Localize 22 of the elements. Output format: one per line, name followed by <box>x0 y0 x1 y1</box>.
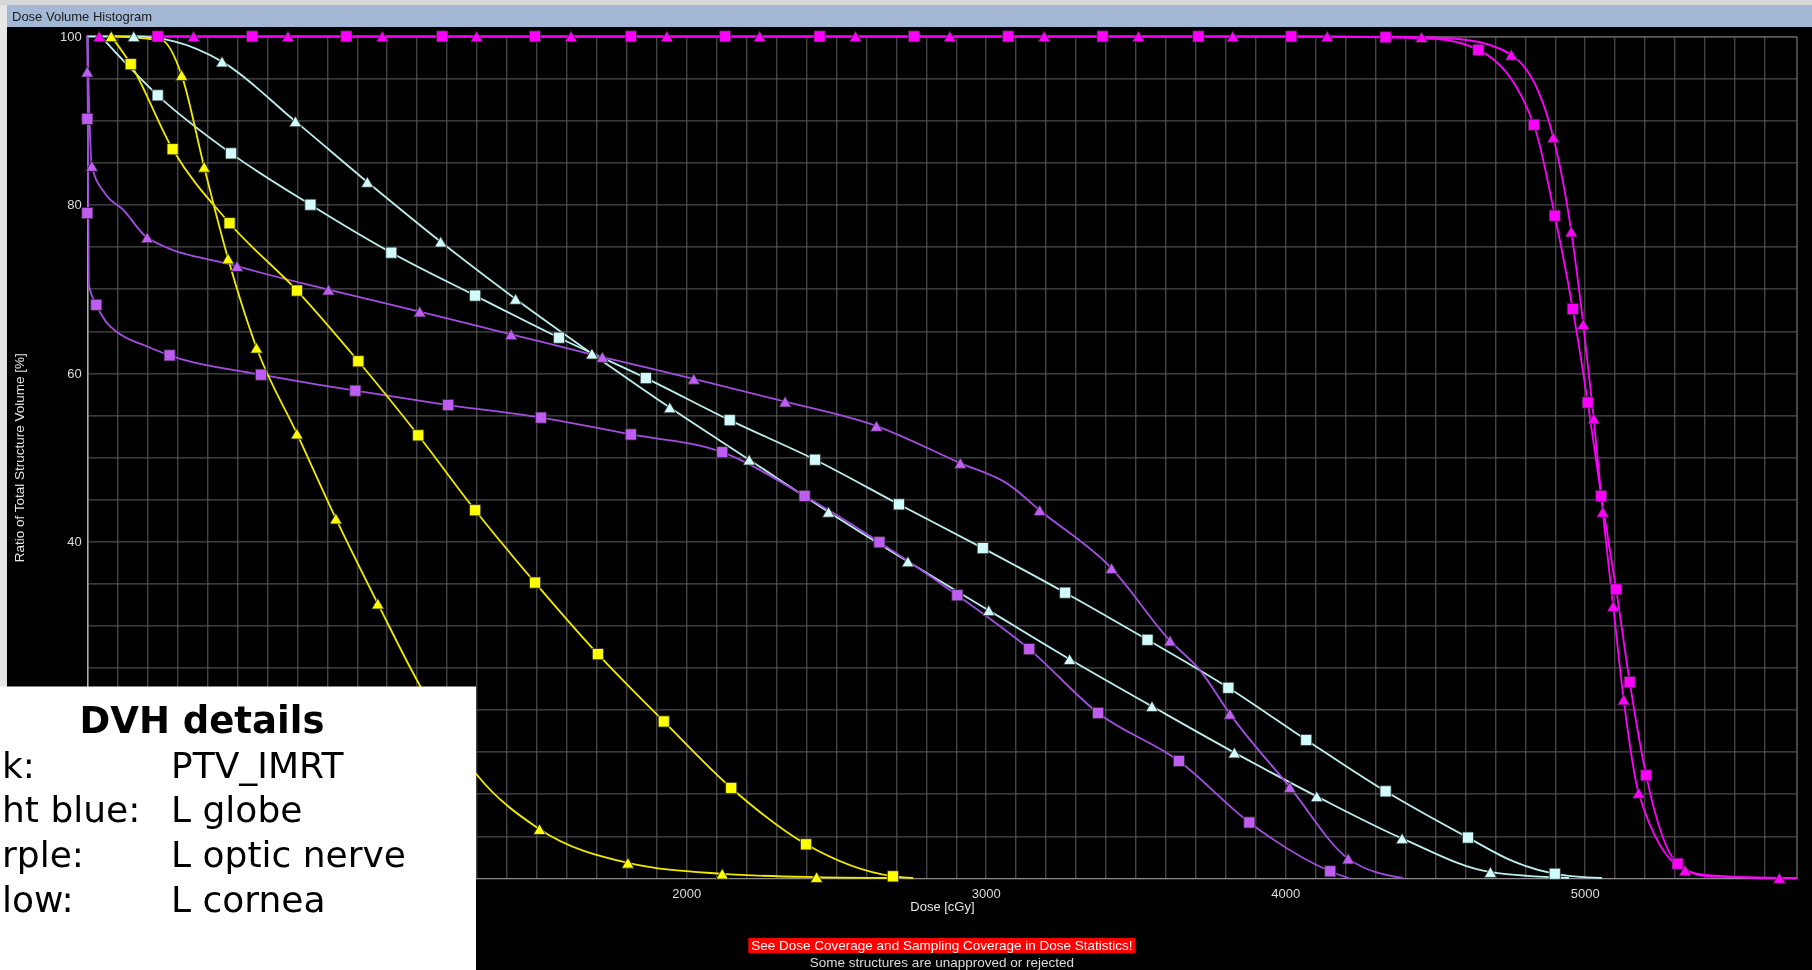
x-tick-label: 2000 <box>672 885 702 901</box>
annotation: ht blue: <box>2 789 141 831</box>
x-tick-label: 3000 <box>971 885 1001 901</box>
text: k: <box>2 744 35 786</box>
text: See Dose Coverage and Sampling Coverage in Dose Statistics! <box>751 937 1133 953</box>
x-axis-title: Dose [cGy] <box>910 899 975 915</box>
annotation: PTV_IMRT <box>171 744 345 786</box>
annotation: L globe <box>171 789 303 831</box>
x-tick-label: 4000 <box>1271 885 1301 901</box>
annotation: DVH details <box>79 699 325 743</box>
text: L cornea <box>171 879 326 920</box>
text: rple: <box>2 834 84 876</box>
text: low: <box>2 879 74 920</box>
y-tick-label: 80 <box>67 197 82 213</box>
y-tick-label: 60 <box>67 365 82 381</box>
y-axis-title: Ratio of Total Structure Volume [%] <box>11 353 27 563</box>
chart-title: Dose Volume Histogram <box>12 9 153 24</box>
y-tick-label: 100 <box>60 28 82 44</box>
y-tick-label: 40 <box>67 533 82 549</box>
annotation: L optic nerve <box>171 834 406 876</box>
text: Some structures are unapproved or rejected <box>809 954 1074 970</box>
x-tick-label: 5000 <box>1570 885 1600 901</box>
